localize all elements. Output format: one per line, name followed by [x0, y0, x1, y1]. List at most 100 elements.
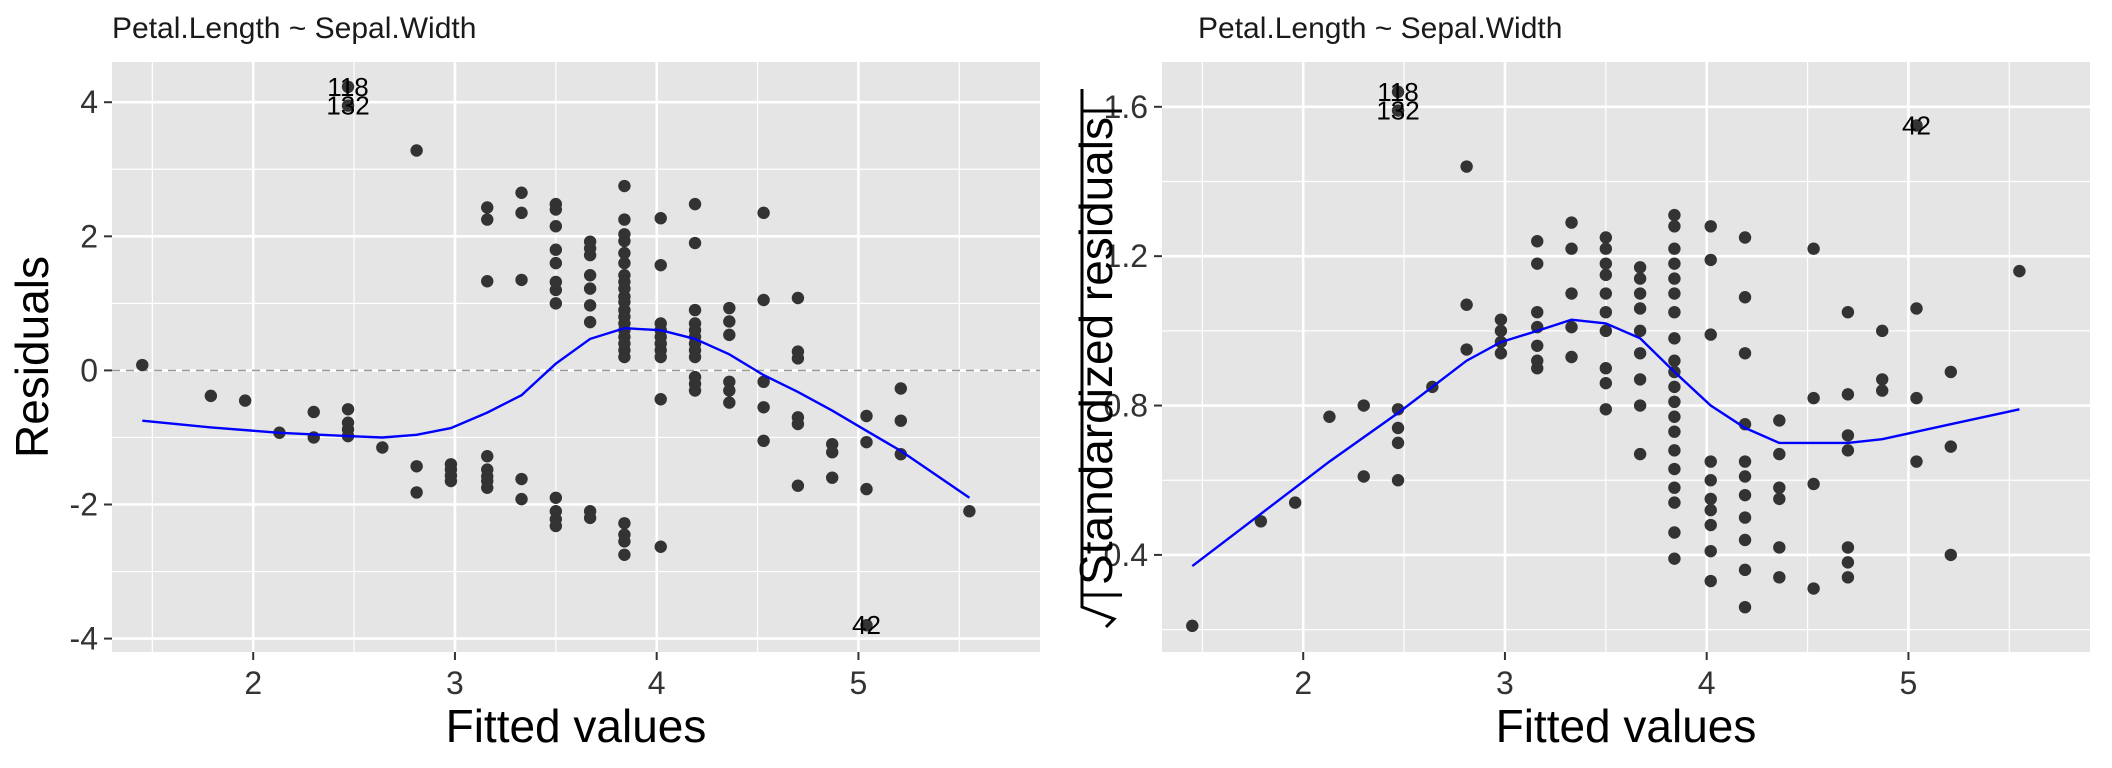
data-point	[1773, 541, 1786, 554]
data-point	[515, 206, 528, 220]
data-point	[894, 448, 907, 461]
data-point	[515, 273, 528, 287]
data-point	[1704, 503, 1717, 517]
data-point	[618, 535, 631, 548]
data-point	[1599, 376, 1613, 390]
data-point	[583, 269, 597, 282]
data-point	[688, 236, 702, 250]
smooth-curve	[142, 326, 971, 499]
data-point	[1633, 347, 1647, 360]
data-point	[618, 179, 631, 193]
data-point	[1391, 104, 1405, 117]
data-point	[1807, 477, 1820, 491]
data-point	[1391, 436, 1405, 450]
data-point	[1599, 403, 1613, 416]
data-point	[1391, 421, 1405, 435]
data-point	[1668, 257, 1681, 270]
data-point	[1460, 160, 1473, 173]
data-point	[1565, 287, 1578, 300]
data-point	[1565, 320, 1578, 334]
data-point	[654, 393, 667, 406]
data-point	[1738, 455, 1752, 468]
data-point	[1773, 492, 1786, 506]
plot-background	[1162, 62, 2090, 652]
data-point	[723, 328, 736, 342]
data-point	[1841, 556, 1855, 569]
data-point	[1668, 287, 1681, 300]
data-point	[1704, 328, 1717, 341]
data-point	[410, 486, 423, 499]
data-point	[618, 234, 631, 248]
data-point	[583, 248, 597, 262]
outlier-label: 132	[326, 91, 369, 121]
data-point	[1841, 305, 1855, 319]
data-point	[654, 258, 667, 272]
data-point	[136, 358, 149, 372]
data-point	[791, 352, 805, 365]
x-tick-label: 5	[850, 665, 868, 701]
data-point	[204, 389, 218, 403]
y-tick-label: 0.4	[1104, 537, 1148, 573]
data-point	[1668, 332, 1681, 345]
data-point	[618, 517, 631, 530]
data-point	[549, 256, 563, 270]
outlier-label: 42	[1902, 110, 1931, 140]
y-tick-label: 2	[80, 218, 98, 254]
data-point	[1773, 447, 1786, 461]
data-point	[618, 213, 631, 226]
data-point	[1738, 291, 1752, 304]
data-point	[1460, 298, 1473, 311]
x-tick-label: 2	[244, 665, 262, 701]
data-point	[1599, 324, 1613, 338]
outlier-label: 118	[327, 72, 368, 102]
outlier-label: 42	[852, 610, 881, 640]
data-point	[1633, 399, 1647, 412]
x-tick-label: 4	[1698, 665, 1716, 701]
data-point	[583, 315, 597, 329]
data-point	[1841, 444, 1855, 457]
data-point	[1738, 511, 1752, 524]
data-point	[1944, 365, 1958, 379]
data-point	[1668, 395, 1681, 409]
data-point	[1704, 220, 1717, 233]
data-point	[963, 505, 976, 518]
data-point	[1391, 85, 1405, 99]
data-point	[549, 283, 563, 297]
data-point	[2013, 264, 2026, 278]
data-point	[860, 618, 873, 632]
data-point	[1668, 481, 1681, 494]
data-point	[1807, 391, 1820, 405]
x-axis-title: Fitted values	[446, 700, 707, 752]
data-point	[1633, 373, 1647, 386]
data-point	[1633, 261, 1647, 274]
data-point	[1599, 305, 1613, 319]
y-tick-label: 4	[80, 84, 98, 120]
data-point	[1599, 287, 1613, 300]
panel-title: Petal.Length ~ Sepal.Width	[112, 12, 476, 45]
data-point	[549, 243, 563, 256]
data-point	[1633, 287, 1647, 300]
panel-title: Petal.Length ~ Sepal.Width	[1198, 12, 1562, 45]
y-tick-label: -4	[70, 621, 98, 657]
data-point	[1531, 235, 1544, 248]
sqrt-abs-symbol	[1080, 89, 1122, 629]
data-point	[1531, 362, 1544, 375]
data-point	[549, 220, 563, 233]
data-point	[1599, 231, 1613, 244]
data-point	[1807, 242, 1820, 255]
data-point	[410, 460, 423, 473]
data-point	[481, 213, 494, 226]
y-tick-label: 0	[80, 352, 98, 388]
data-point	[1738, 347, 1752, 360]
data-point	[894, 414, 907, 427]
data-point	[1668, 462, 1681, 476]
data-point	[618, 246, 631, 260]
data-point	[410, 144, 423, 157]
data-point	[1565, 350, 1578, 364]
data-point	[1357, 470, 1370, 483]
data-point	[688, 384, 702, 397]
y-axis-ticks: -4 -2 0 2 4	[70, 84, 112, 657]
data-point	[757, 293, 770, 307]
